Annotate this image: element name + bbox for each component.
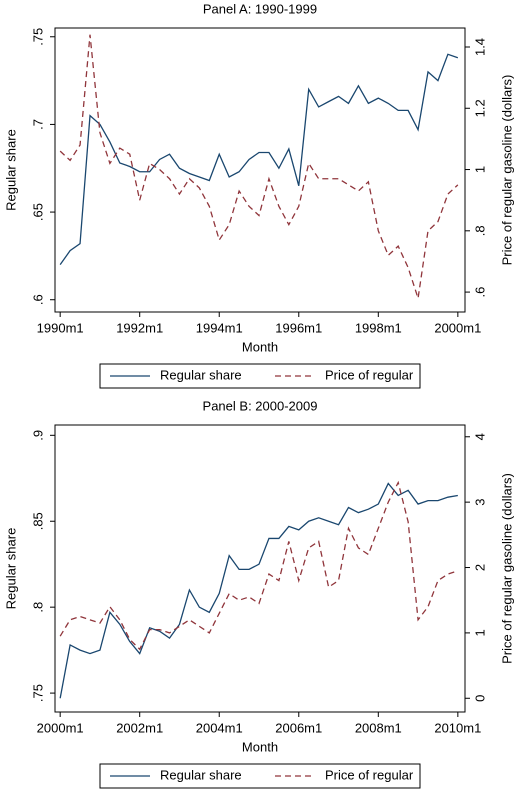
series-line bbox=[59, 480, 459, 651]
y2-tick-label: 1 bbox=[472, 166, 487, 173]
y2-tick-label: 2 bbox=[472, 564, 487, 571]
legend-label: Price of regular bbox=[325, 767, 414, 782]
y-axis-title: Regular share bbox=[3, 129, 18, 211]
plot-area bbox=[54, 27, 466, 313]
x-tick-label: 2010m1 bbox=[434, 720, 481, 735]
legend-label: Price of regular bbox=[325, 367, 414, 382]
y2-tick-label: .6 bbox=[472, 287, 487, 298]
y2-axis-title: Price of regular gasoline (dollars) bbox=[499, 473, 514, 664]
legend-label: Regular share bbox=[160, 367, 242, 382]
x-tick-label: 1996m1 bbox=[275, 320, 322, 335]
y-axis-title: Regular share bbox=[3, 528, 18, 610]
y-tick-label: .6 bbox=[30, 294, 45, 305]
panel-title: Panel B: 2000-2009 bbox=[203, 398, 318, 413]
y-tick-label: .65 bbox=[30, 203, 45, 221]
x-tick-label: 2002m1 bbox=[116, 720, 163, 735]
series-line bbox=[59, 53, 459, 266]
legend-box bbox=[99, 363, 421, 389]
x-tick-label: 1994m1 bbox=[196, 320, 243, 335]
plot-area bbox=[54, 424, 466, 713]
y2-tick-label: 1.4 bbox=[472, 38, 487, 56]
legend-box bbox=[99, 763, 421, 789]
series-line bbox=[59, 482, 458, 699]
y-tick-label: .75 bbox=[30, 684, 45, 702]
y2-tick-label: 4 bbox=[472, 433, 487, 440]
y-tick-label: .75 bbox=[30, 28, 45, 46]
x-tick-label: 1992m1 bbox=[116, 320, 163, 335]
y2-tick-label: 3 bbox=[472, 499, 487, 506]
x-tick-label: 1990m1 bbox=[37, 320, 84, 335]
y-tick-label: .7 bbox=[30, 119, 45, 130]
y-tick-label: .8 bbox=[30, 602, 45, 613]
y-tick-label: .85 bbox=[30, 512, 45, 530]
panel: Panel A: 1990-1999 .6 .65 .7 .75 .6 .8 1 1.2 1.4 1… bbox=[3, 1, 514, 389]
x-tick-label: 2004m1 bbox=[196, 720, 243, 735]
legend-label: Regular share bbox=[160, 767, 242, 782]
x-tick-label: 2000m1 bbox=[37, 720, 84, 735]
x-axis-title: Month bbox=[242, 339, 278, 354]
y2-tick-label: 0 bbox=[472, 695, 487, 702]
x-tick-label: 2000m1 bbox=[434, 320, 481, 335]
x-tick-label: 2006m1 bbox=[275, 720, 322, 735]
panel: Panel B: 2000-2009 .75 .8 .85 .9 0 1 2 3 4 2000m1 2… bbox=[3, 398, 514, 789]
x-tick-label: 1998m1 bbox=[355, 320, 402, 335]
y2-tick-label: 1.2 bbox=[472, 99, 487, 117]
series-line bbox=[59, 34, 459, 299]
y2-tick-label: .8 bbox=[472, 225, 487, 236]
x-tick-label: 2008m1 bbox=[355, 720, 402, 735]
y-tick-label: .9 bbox=[30, 430, 45, 441]
x-axis-title: Month bbox=[242, 739, 278, 754]
panel-title: Panel A: 1990-1999 bbox=[203, 1, 317, 16]
y2-axis-title: Price of regular gasoline (dollars) bbox=[499, 75, 514, 266]
y2-tick-label: 1 bbox=[472, 629, 487, 636]
